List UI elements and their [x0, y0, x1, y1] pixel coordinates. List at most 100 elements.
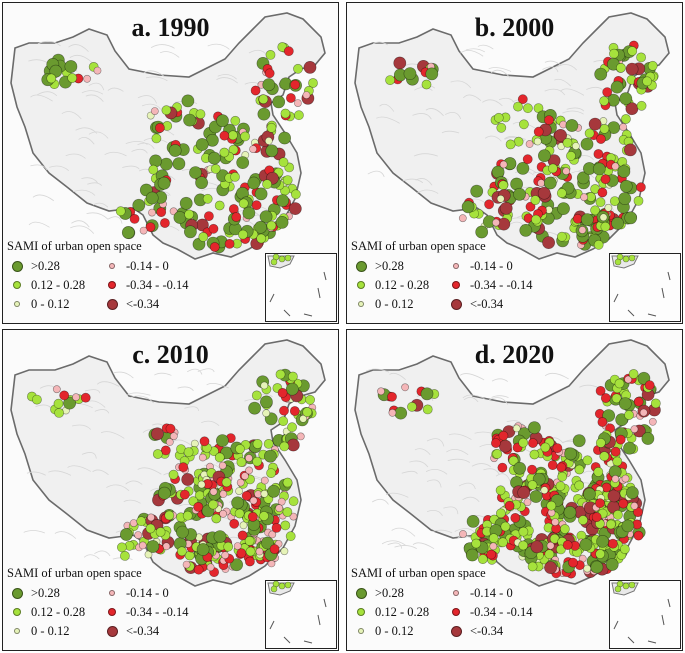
- terrain-line: [414, 448, 431, 455]
- city-point: [522, 103, 533, 114]
- terrain-line: [460, 49, 484, 57]
- dashed-boundary: [323, 271, 327, 281]
- legend-item: -0.14 - 0: [102, 258, 242, 274]
- city-point: [602, 409, 616, 422]
- city-point: [278, 131, 291, 145]
- city-point: [259, 395, 273, 409]
- city-point: [498, 180, 509, 191]
- city-point: [604, 203, 613, 212]
- city-point: [422, 404, 433, 415]
- city-point: [537, 149, 551, 163]
- city-point: [564, 447, 577, 461]
- south-china-sea-inset: [265, 580, 337, 649]
- city-point: [465, 548, 479, 562]
- city-point: [579, 538, 593, 551]
- city-point: [195, 176, 208, 190]
- panel-title: c. 2010: [132, 340, 209, 369]
- terrain-line: [387, 542, 403, 549]
- terrain-line: [425, 469, 448, 475]
- city-point: [161, 105, 172, 116]
- city-point: [527, 480, 538, 490]
- city-point: [136, 516, 147, 527]
- city-point: [498, 430, 509, 441]
- city-point: [486, 549, 497, 560]
- city-point: [289, 406, 300, 416]
- terrain-line: [88, 82, 105, 91]
- city-point: [169, 432, 178, 441]
- city-point: [516, 161, 530, 175]
- city-point: [219, 130, 230, 141]
- city-point: [420, 387, 434, 401]
- city-point: [303, 61, 317, 74]
- dashed-boundary: [661, 287, 665, 299]
- city-point: [510, 512, 521, 523]
- legend-swatch: [108, 608, 116, 616]
- city-point: [625, 62, 639, 76]
- legend-label: 0 - 0.12: [375, 296, 414, 311]
- city-point: [615, 62, 626, 73]
- city-point: [630, 425, 639, 434]
- city-point: [540, 486, 549, 495]
- terrain-line: [141, 103, 162, 110]
- terrain-line: [186, 368, 203, 375]
- legend-swatch: [453, 263, 459, 269]
- legend-item: -0.34 - -0.14: [102, 277, 242, 293]
- city-point: [240, 131, 250, 142]
- legend-swatch: [452, 281, 460, 289]
- terrain-line: [488, 67, 512, 72]
- city-point: [285, 531, 296, 542]
- terrain-line: [491, 378, 508, 382]
- legend-label: -0.14 - 0: [470, 585, 513, 600]
- city-point: [537, 179, 545, 187]
- city-point: [610, 446, 621, 457]
- terrain-line: [555, 64, 578, 71]
- terrain-line: [484, 135, 502, 142]
- legend-swatch: [452, 608, 460, 616]
- city-point: [421, 79, 432, 90]
- terrain-line: [579, 384, 600, 389]
- terrain-line: [154, 372, 172, 376]
- legend-swatch: [14, 628, 20, 634]
- panel-title: a. 1990: [131, 13, 210, 42]
- terrain-line: [32, 194, 54, 202]
- city-point: [529, 449, 540, 460]
- city-point: [117, 542, 127, 553]
- city-point: [618, 397, 632, 410]
- terrain-line: [177, 386, 194, 392]
- legend-label: 0 - 0.12: [31, 623, 70, 638]
- legend-label: <-0.34: [470, 296, 504, 311]
- city-point: [221, 551, 230, 560]
- city-point: [215, 434, 229, 447]
- city-point: [635, 182, 646, 193]
- city-point: [530, 540, 544, 554]
- terrain-line: [86, 212, 109, 220]
- city-point: [203, 211, 214, 221]
- city-point: [466, 514, 480, 528]
- city-point: [270, 585, 278, 593]
- city-point: [239, 521, 248, 530]
- city-point: [275, 369, 286, 380]
- city-point: [600, 393, 611, 403]
- terrain-line: [458, 482, 476, 490]
- city-point: [493, 112, 504, 123]
- city-point: [93, 66, 102, 75]
- city-point: [595, 498, 605, 509]
- terrain-line: [112, 371, 134, 379]
- city-point: [247, 511, 258, 522]
- city-point: [530, 195, 541, 205]
- city-point: [633, 195, 644, 206]
- terrain-line: [207, 43, 230, 50]
- city-point: [146, 540, 160, 553]
- legend-swatch: [357, 608, 365, 616]
- city-point: [198, 231, 209, 242]
- south-china-sea-inset: [609, 253, 681, 322]
- city-point: [193, 501, 204, 512]
- city-point: [308, 78, 318, 88]
- terrain-line: [204, 463, 221, 470]
- city-point: [115, 206, 126, 217]
- city-point: [484, 199, 494, 210]
- city-point: [513, 187, 526, 201]
- city-point: [517, 486, 531, 499]
- terrain-line: [94, 550, 111, 557]
- city-point: [259, 511, 269, 521]
